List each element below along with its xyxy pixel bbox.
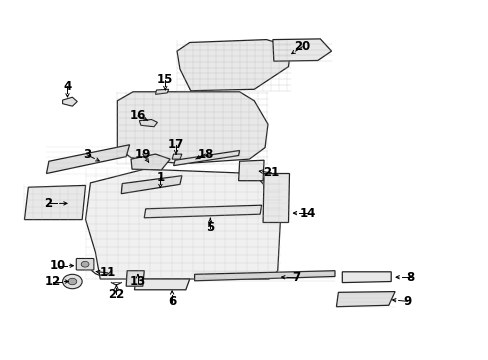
Text: 9: 9 [403,295,410,308]
Polygon shape [194,271,334,281]
Text: 19: 19 [134,148,151,161]
Text: 1: 1 [156,171,164,184]
Polygon shape [24,185,85,220]
Text: 6: 6 [168,295,176,308]
Text: 16: 16 [129,109,146,122]
Text: 11: 11 [99,266,116,279]
Text: 13: 13 [129,275,146,288]
Polygon shape [144,205,261,218]
Text: 20: 20 [293,40,310,53]
Polygon shape [131,154,170,170]
Text: 15: 15 [157,73,173,86]
Polygon shape [177,40,290,91]
Polygon shape [46,145,129,174]
Polygon shape [263,174,289,222]
Text: 2: 2 [44,197,52,210]
Circle shape [81,261,89,267]
Polygon shape [139,120,157,127]
Circle shape [62,274,82,289]
Text: 7: 7 [291,271,299,284]
Polygon shape [272,39,331,61]
Polygon shape [155,89,168,94]
Polygon shape [342,272,390,283]
Text: 12: 12 [44,275,61,288]
Polygon shape [238,160,264,181]
Polygon shape [62,97,77,106]
Polygon shape [336,292,394,307]
Polygon shape [121,176,182,194]
Text: 17: 17 [167,138,184,151]
Polygon shape [117,92,267,164]
Text: 18: 18 [197,148,213,161]
Polygon shape [126,271,144,286]
Polygon shape [173,150,239,166]
Text: 3: 3 [83,148,91,161]
Polygon shape [85,169,281,279]
Circle shape [68,278,77,285]
Text: 14: 14 [299,207,316,220]
Text: 22: 22 [108,288,124,301]
Text: 8: 8 [406,271,414,284]
Polygon shape [172,154,182,159]
Text: 10: 10 [49,259,66,272]
Text: 4: 4 [63,80,71,93]
Text: 5: 5 [206,221,214,234]
FancyBboxPatch shape [76,258,94,270]
Polygon shape [134,279,189,290]
Text: 21: 21 [263,166,279,179]
